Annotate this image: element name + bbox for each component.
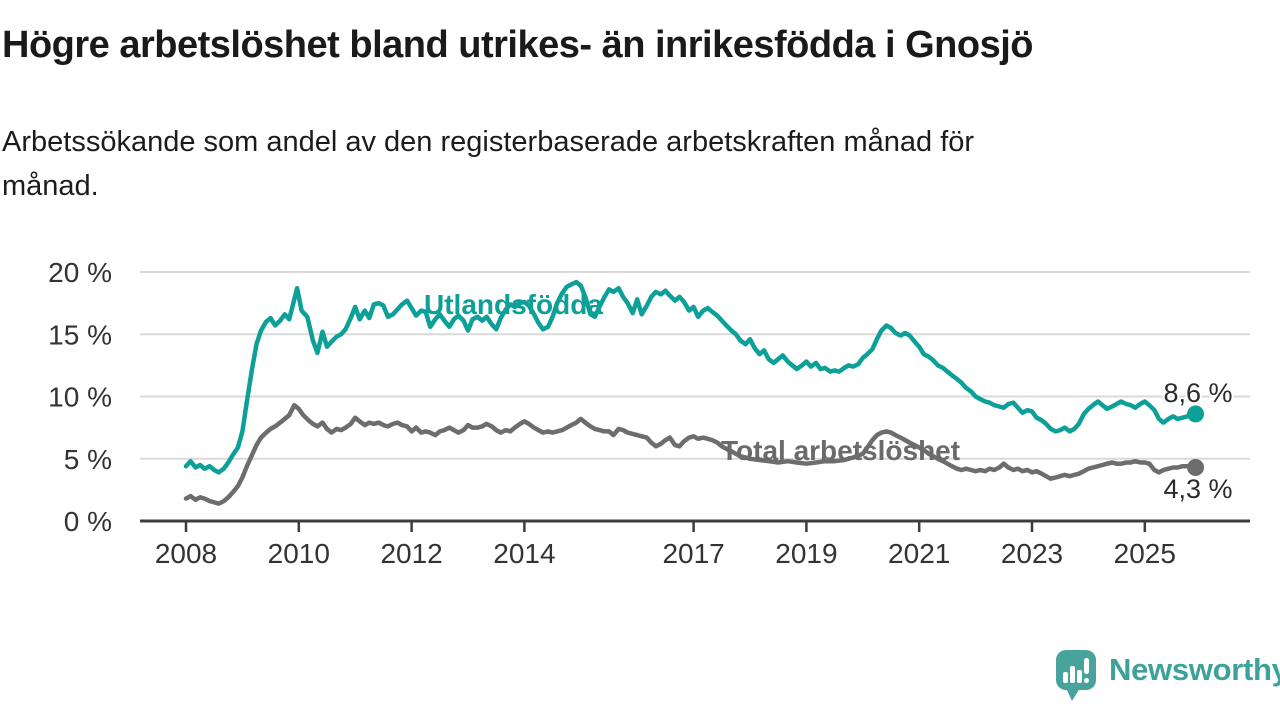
y-tick-label: 20 % (48, 257, 112, 288)
y-tick-label: 15 % (48, 319, 112, 350)
y-tick-label: 0 % (64, 506, 112, 537)
x-tick-label: 2014 (493, 538, 555, 569)
series-line-1 (183, 402, 1198, 506)
series-label-total-arbetsloshet: Total arbetslöshet (721, 435, 961, 466)
chart-subtitle-line-2: månad. (2, 170, 99, 202)
brand-name: Newsworthy (1109, 652, 1280, 687)
end-value-label-total: 4,3 % (1163, 474, 1233, 504)
x-tick-label: 2019 (775, 538, 837, 569)
x-tick-label: 2023 (1001, 538, 1063, 569)
brand-footer: Newsworthy (1054, 648, 1280, 707)
newsworthy-logo-icon (1054, 648, 1100, 707)
x-tick-label: 2010 (268, 538, 330, 569)
y-tick-label: 10 % (48, 382, 112, 413)
y-tick-label: 5 % (64, 444, 112, 475)
chart-title: Högre arbetslöshet bland utrikes- än inr… (2, 24, 1033, 66)
x-tick-label: 2008 (155, 538, 217, 569)
series-end-dot-0 (1187, 405, 1205, 423)
series-end-dot-1 (1187, 458, 1205, 476)
line-chart: 2008 2010 2012 2014 2017 2019 2021 2023 2025 0 % 5… (48, 257, 1250, 569)
end-value-label-utlandsfodda: 8,6 % (1163, 378, 1233, 408)
x-tick-label: 2012 (380, 538, 442, 569)
x-tick-label: 2021 (888, 538, 950, 569)
chart-subtitle: Arbetssökande som andel av den registerb… (2, 120, 974, 208)
series-label-utlandsfodda: Utlandsfödda (424, 289, 603, 320)
series-line-0 (183, 279, 1198, 475)
x-tick-label: 2017 (662, 538, 724, 569)
x-tick-label: 2025 (1114, 538, 1176, 569)
chart-subtitle-line-1: Arbetssökande som andel av den registerb… (2, 126, 975, 158)
